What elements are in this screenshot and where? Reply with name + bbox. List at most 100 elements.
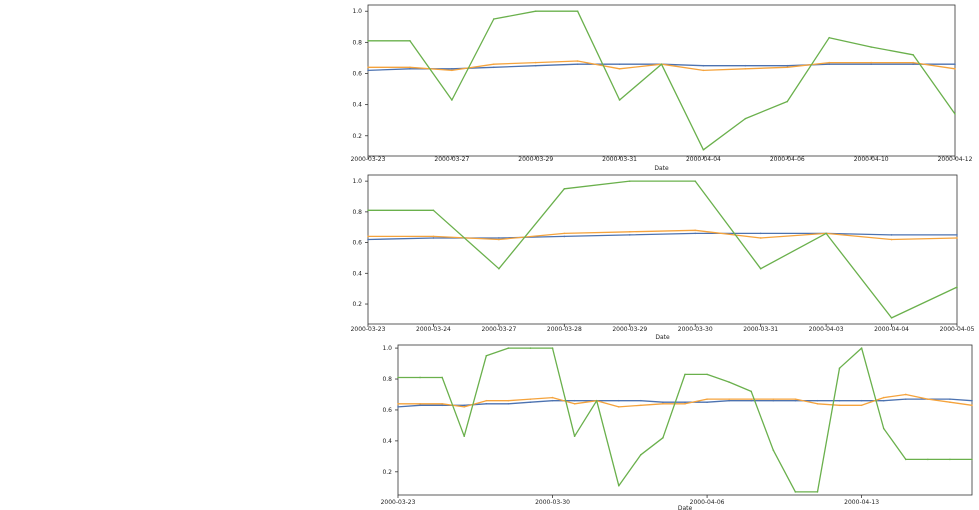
data-point [954, 113, 956, 115]
data-point [816, 399, 819, 402]
data-point [534, 61, 537, 64]
data-point [838, 404, 841, 407]
data-point [563, 188, 566, 190]
data-point [573, 402, 576, 405]
data-point [451, 69, 453, 72]
data-point [694, 180, 697, 182]
data-point [860, 404, 863, 407]
data-point [744, 68, 747, 70]
data-point [927, 398, 929, 400]
data-point [534, 10, 537, 13]
data-point [772, 398, 775, 400]
x-tick-label: 2000-04-03 [809, 326, 844, 333]
y-tick-label: 0.6 [352, 70, 362, 77]
data-point [870, 46, 872, 48]
data-point [882, 396, 885, 399]
data-point [662, 402, 664, 405]
data-point [750, 390, 753, 393]
chart-panel-1: 0.2 0.4 0.6 0.8 1.0 2000-03-23 2000-03-27 2000-… [351, 4, 973, 172]
y-tick-label: 1.0 [352, 8, 362, 15]
data-point [397, 402, 399, 405]
data-point [882, 399, 885, 402]
data-point [904, 393, 907, 396]
data-point [890, 317, 893, 319]
data-point [706, 373, 708, 376]
data-point [367, 209, 369, 212]
data-point [949, 398, 951, 400]
data-point [825, 232, 827, 235]
y-tick-label: 1.0 [352, 178, 362, 185]
data-point [794, 491, 797, 493]
data-point [628, 180, 631, 182]
data-point [904, 398, 907, 400]
data-point [954, 68, 956, 70]
x-tick-label: 2000-03-27 [434, 156, 469, 163]
data-point [702, 148, 705, 151]
x-tick-label: 2000-04-12 [938, 156, 973, 163]
data-point [432, 209, 435, 212]
x-tick-label: 2000-03-31 [743, 326, 778, 333]
data-point [728, 399, 730, 402]
data-point [367, 69, 369, 72]
data-point [498, 238, 500, 241]
data-point [618, 68, 621, 70]
data-point [529, 398, 532, 400]
data-point [949, 401, 951, 404]
data-point [451, 68, 453, 70]
data-point [463, 406, 466, 408]
data-point [409, 66, 411, 69]
data-point [617, 399, 620, 402]
data-point [367, 235, 369, 238]
data-point [816, 491, 819, 493]
data-point [816, 402, 819, 405]
data-point [409, 68, 411, 70]
data-point [786, 66, 789, 69]
data-point [485, 355, 488, 357]
data-point [419, 376, 421, 379]
plot-frame [397, 344, 973, 496]
data-point [750, 398, 753, 400]
data-point [971, 399, 973, 402]
data-point [890, 238, 893, 241]
data-point [684, 401, 686, 404]
x-tick-label: 2000-04-06 [690, 499, 725, 506]
data-point [860, 347, 863, 349]
data-point [904, 458, 907, 461]
x-axis-label: Date [655, 334, 670, 341]
x-axis-label: Date [654, 165, 669, 172]
data-point [617, 406, 620, 408]
x-tick-label: 2000-04-05 [940, 326, 975, 333]
data-point [744, 64, 747, 67]
plot-frame [367, 174, 958, 325]
data-point [640, 453, 642, 456]
x-axis-label: Date [678, 505, 693, 510]
chart-panel-3: 0.2 0.4 0.6 0.8 1.0 2000-03-23 2000-03-30 2000-… [381, 344, 973, 510]
x-tick-label: 2000-03-24 [416, 326, 451, 333]
data-point [492, 63, 495, 65]
data-point [882, 427, 885, 430]
data-point [507, 402, 510, 405]
y-tick-label: 0.4 [352, 270, 362, 277]
data-point [971, 458, 973, 461]
x-tick-label: 2000-03-27 [481, 326, 516, 333]
data-point [786, 64, 789, 67]
data-point [640, 399, 642, 402]
data-point [492, 18, 495, 20]
plot-frame [367, 4, 956, 157]
data-point [441, 404, 443, 407]
data-point [870, 61, 872, 64]
data-point [706, 401, 708, 404]
y-tick-label: 0.6 [382, 407, 392, 414]
x-tick-label: 2000-03-31 [602, 156, 637, 163]
chart-panel-2: 0.2 0.4 0.6 0.8 1.0 2000-03-23 2000-03-24 2000-… [351, 174, 975, 341]
data-point [838, 399, 841, 402]
data-point [759, 232, 762, 235]
data-point [662, 436, 664, 439]
data-point [534, 64, 537, 67]
data-point [702, 69, 705, 72]
data-point [870, 63, 872, 65]
data-point [759, 237, 762, 239]
data-point [451, 99, 453, 101]
data-point [551, 396, 554, 399]
